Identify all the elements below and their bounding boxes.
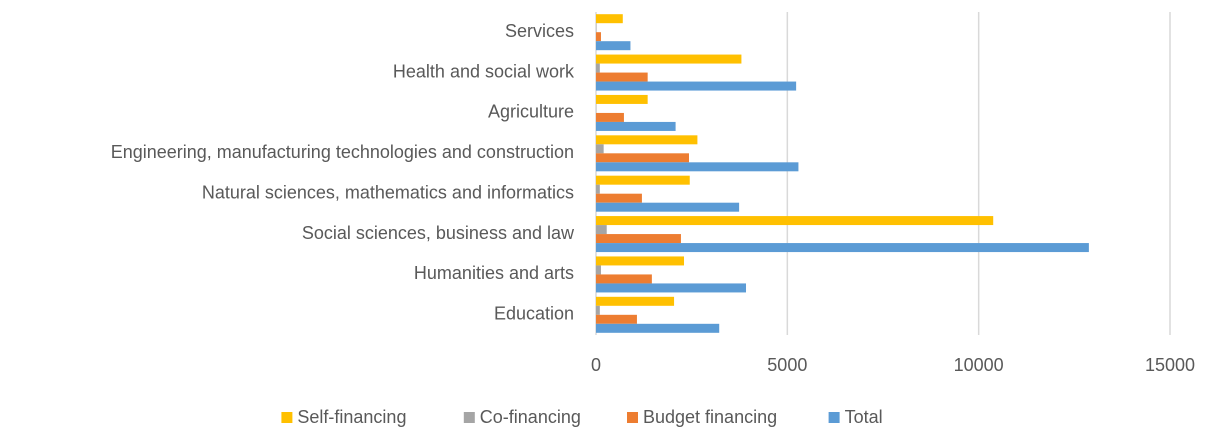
y-tick-label: Engineering, manufacturing technologies … — [111, 142, 574, 162]
bar — [596, 54, 742, 64]
bar — [596, 305, 600, 315]
legend-swatch — [281, 412, 293, 423]
bar — [596, 41, 631, 51]
x-tick-label: 5000 — [767, 355, 807, 375]
bar — [596, 216, 994, 226]
y-tick-label: Natural sciences, mathematics and inform… — [202, 182, 574, 202]
bar — [596, 121, 676, 131]
bar — [596, 135, 698, 145]
bar — [596, 234, 681, 244]
bar — [596, 63, 600, 73]
x-tick-label: 0 — [591, 355, 601, 375]
legend-swatch — [828, 412, 840, 423]
bar — [596, 184, 600, 194]
y-tick-label: Services — [505, 21, 574, 41]
bar — [596, 314, 637, 324]
legend-swatch — [463, 412, 475, 423]
bar — [596, 162, 799, 172]
y-tick-label: Health and social work — [393, 61, 575, 81]
bar — [596, 81, 797, 91]
bar — [596, 256, 685, 266]
bar — [596, 274, 652, 284]
bar — [596, 243, 1089, 253]
bar — [596, 94, 648, 104]
bar — [596, 193, 642, 203]
y-tick-label: Education — [494, 304, 574, 324]
bar — [596, 14, 623, 24]
bar — [596, 144, 604, 154]
legend-swatch — [627, 412, 638, 423]
bar — [596, 225, 607, 235]
bar — [596, 112, 624, 122]
legend-label: Budget financing — [643, 407, 777, 427]
x-tick-label: 10000 — [954, 355, 1004, 375]
bar — [596, 265, 601, 275]
y-tick-label: Humanities and arts — [414, 263, 574, 283]
bar — [596, 202, 740, 212]
legend-label: Total — [845, 407, 883, 427]
bar — [596, 175, 690, 185]
y-tick-label: Social sciences, business and law — [302, 223, 575, 243]
bar — [596, 323, 720, 333]
legend-label: Co-financing — [480, 407, 581, 427]
bar — [596, 283, 747, 293]
legend-label: Self-financing — [297, 407, 406, 427]
bar — [596, 32, 601, 42]
bar — [596, 153, 689, 163]
y-tick-label: Agriculture — [488, 102, 574, 122]
bar — [596, 296, 675, 306]
x-tick-label: 15000 — [1145, 355, 1195, 375]
bar — [596, 72, 648, 82]
